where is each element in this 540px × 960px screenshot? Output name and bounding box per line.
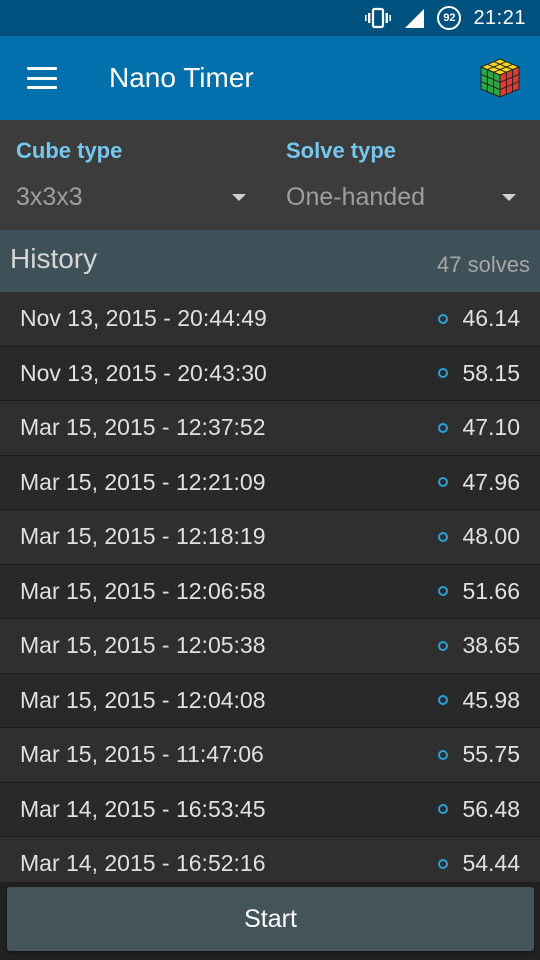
solve-time: 56.48 <box>462 795 520 822</box>
solve-dot-icon <box>438 858 448 869</box>
app-bar: Nano Timer <box>0 36 540 120</box>
solve-date: Mar 15, 2015 - 12:04:08 <box>20 686 266 713</box>
list-item[interactable]: Nov 13, 2015 - 20:43:30 58.15 <box>0 346 540 401</box>
solve-date: Mar 15, 2015 - 11:47:06 <box>20 741 264 768</box>
cube-type-value: 3x3x3 <box>16 183 83 211</box>
list-item[interactable]: Mar 15, 2015 - 12:18:19 48.00 <box>0 510 540 565</box>
history-header: History 47 solves <box>0 230 540 292</box>
selector-panel: Cube type 3x3x3 Solve type One-handed <box>0 120 540 230</box>
solve-dot-icon <box>438 531 448 542</box>
solve-date: Mar 15, 2015 - 12:05:38 <box>20 632 266 659</box>
solve-time: 54.44 <box>462 850 520 877</box>
solve-time: 51.66 <box>462 577 520 604</box>
solve-type-value: One-handed <box>286 183 426 211</box>
list-item[interactable]: Mar 15, 2015 - 12:37:52 47.10 <box>0 401 540 456</box>
solve-date: Mar 15, 2015 - 12:21:09 <box>20 468 266 495</box>
solve-time: 48.00 <box>462 523 520 550</box>
solve-date: Mar 14, 2015 - 16:53:45 <box>20 795 266 822</box>
status-time: 21:21 <box>473 6 526 29</box>
signal-icon <box>403 7 425 29</box>
solve-date: Nov 13, 2015 - 20:44:49 <box>20 305 267 332</box>
solve-dot-icon <box>438 749 448 760</box>
status-bar: 92 21:21 <box>0 0 540 36</box>
menu-icon[interactable] <box>27 67 57 89</box>
solve-date: Mar 15, 2015 - 12:37:52 <box>20 414 266 441</box>
battery-level: 92 <box>437 6 462 30</box>
dropdown-arrow-icon <box>502 194 516 201</box>
cube-type-selector[interactable]: Cube type 3x3x3 <box>16 120 252 230</box>
list-item[interactable]: Mar 15, 2015 - 12:04:08 45.98 <box>0 673 540 728</box>
list-item[interactable]: Mar 14, 2015 - 16:52:16 54.44 <box>0 837 540 882</box>
solve-dot-icon <box>438 368 448 379</box>
history-list[interactable]: Nov 13, 2015 - 20:44:49 46.14 Nov 13, 20… <box>0 292 540 882</box>
solve-dot-icon <box>438 586 448 597</box>
start-button[interactable]: Start <box>7 887 534 951</box>
solve-type-label: Solve type <box>286 138 397 163</box>
solve-type-selector[interactable]: Solve type One-handed <box>286 120 522 230</box>
solve-dot-icon <box>438 695 448 706</box>
list-item[interactable]: Nov 13, 2015 - 20:44:49 46.14 <box>0 292 540 347</box>
solve-dot-icon <box>438 422 448 433</box>
solve-time: 46.14 <box>462 305 520 332</box>
dropdown-arrow-icon <box>232 194 246 201</box>
list-item[interactable]: Mar 15, 2015 - 12:05:38 38.65 <box>0 619 540 674</box>
solve-dot-icon <box>438 640 448 651</box>
list-item[interactable]: Mar 15, 2015 - 11:47:06 55.75 <box>0 728 540 783</box>
solve-date: Mar 14, 2015 - 16:52:16 <box>20 850 266 877</box>
solve-dot-icon <box>438 477 448 488</box>
cube-type-label: Cube type <box>16 138 123 163</box>
solve-date: Nov 13, 2015 - 20:43:30 <box>20 359 267 386</box>
solve-time: 38.65 <box>462 632 520 659</box>
solve-dot-icon <box>438 804 448 815</box>
solve-date: Mar 15, 2015 - 12:18:19 <box>20 523 266 550</box>
solve-time: 45.98 <box>462 686 520 713</box>
solve-time: 58.15 <box>462 359 520 386</box>
history-title: History <box>10 243 98 274</box>
solve-dot-icon <box>438 313 448 324</box>
solve-time: 47.10 <box>462 414 520 441</box>
solve-time: 47.96 <box>462 468 520 495</box>
rubiks-cube-icon <box>479 58 521 98</box>
solve-time: 55.75 <box>462 741 520 768</box>
solve-date: Mar 15, 2015 - 12:06:58 <box>20 577 266 604</box>
list-item[interactable]: Mar 15, 2015 - 12:06:58 51.66 <box>0 564 540 619</box>
battery-icon: 92 <box>437 6 462 30</box>
list-item[interactable]: Mar 15, 2015 - 12:21:09 47.96 <box>0 455 540 510</box>
list-item[interactable]: Mar 14, 2015 - 16:53:45 56.48 <box>0 782 540 837</box>
solve-count: 47 solves <box>437 252 530 277</box>
app-title: Nano Timer <box>109 62 254 93</box>
vibrate-icon <box>365 7 392 29</box>
